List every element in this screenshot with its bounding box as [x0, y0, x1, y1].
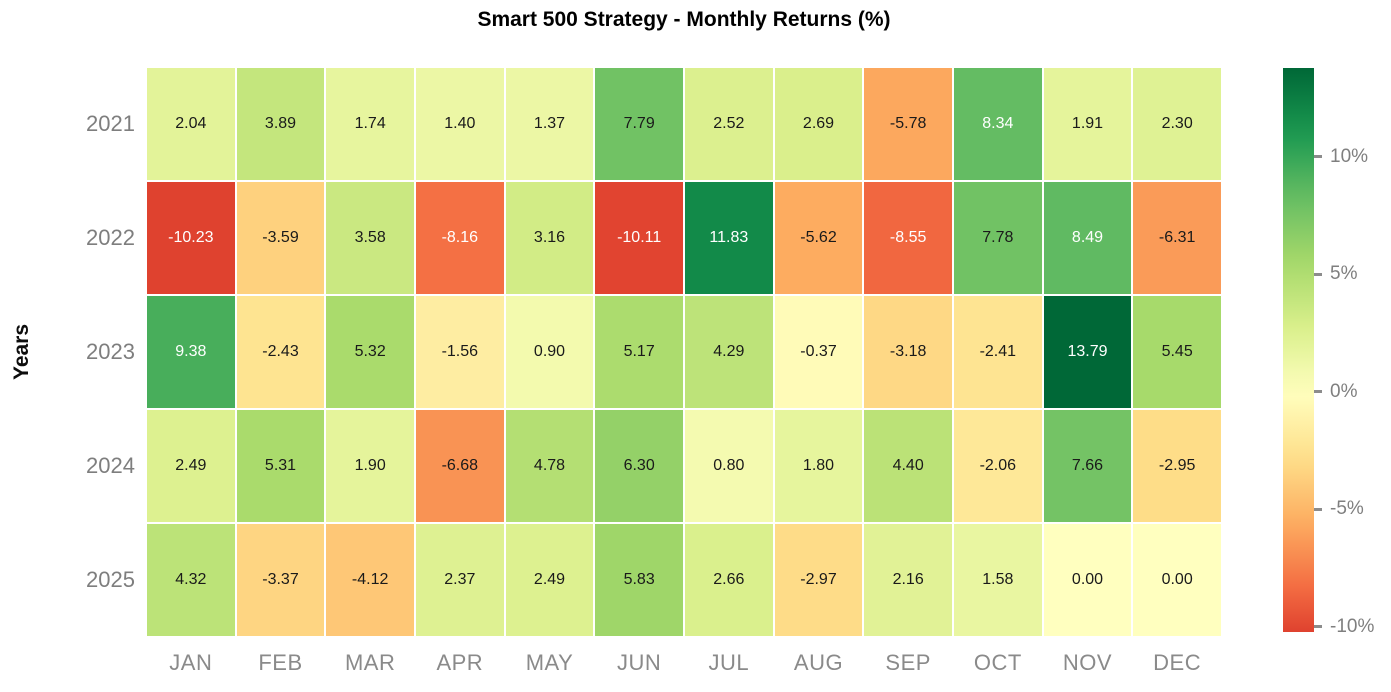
heatmap-cell: 2.49 — [147, 410, 235, 522]
heatmap-cell: 5.83 — [595, 524, 683, 636]
heatmap-cell: 1.90 — [326, 410, 414, 522]
colorbar-gradient — [1283, 68, 1314, 632]
heatmap-cell: -3.59 — [236, 182, 325, 294]
heatmap-cell: -10.23 — [147, 182, 235, 294]
colorbar-tick — [1314, 390, 1322, 394]
heatmap-cell: -2.41 — [953, 296, 1042, 408]
heatmap-cell: 5.17 — [595, 296, 683, 408]
heatmap-cell: 7.79 — [595, 68, 683, 180]
heatmap-cell: -2.06 — [953, 410, 1042, 522]
xtick-label: MAR — [344, 650, 396, 675]
heatmap-cell: 0.00 — [1043, 524, 1132, 636]
colorbar-tick — [1314, 272, 1322, 276]
xtick-label: JAN — [169, 650, 213, 675]
heatmap-cell: 4.78 — [505, 410, 594, 522]
heatmap-cell: 2.69 — [774, 68, 863, 180]
heatmap-cell: 4.40 — [864, 410, 952, 522]
heatmap-cell: -2.95 — [1133, 410, 1221, 522]
heatmap-cell: 9.38 — [147, 296, 235, 408]
ytick-label: 2022 — [86, 225, 135, 250]
xtick-label: NOV — [1062, 650, 1113, 675]
heatmap-cell: 0.80 — [684, 410, 773, 522]
xtick-label: OCT — [973, 650, 1022, 675]
heatmap-cell: 5.31 — [236, 410, 325, 522]
heatmap-cell: -3.18 — [864, 296, 952, 408]
heatmap-cell: 2.37 — [415, 524, 504, 636]
heatmap-cell: 1.58 — [953, 524, 1042, 636]
colorbar-tick-label: -10% — [1330, 615, 1375, 637]
heatmap-cell: -3.37 — [236, 524, 325, 636]
heatmap-cell: 2.52 — [684, 68, 773, 180]
heatmap-cell: 1.40 — [415, 68, 504, 180]
heatmap-cell: 7.66 — [1043, 410, 1132, 522]
ytick-label: 2024 — [86, 453, 135, 478]
heatmap-cell: -6.31 — [1133, 182, 1221, 294]
y-tick-labels: 2021 2022 2023 2024 2025 — [55, 68, 135, 636]
heatmap-cell: -8.16 — [415, 182, 504, 294]
heatmap-cell: 7.78 — [953, 182, 1042, 294]
heatmap-cell: 2.16 — [864, 524, 952, 636]
y-axis-label: Years — [0, 68, 44, 636]
ytick-label: 2025 — [86, 567, 135, 592]
ytick-label: 2023 — [86, 339, 135, 364]
heatmap-cell: 3.89 — [236, 68, 325, 180]
xtick-label: DEC — [1153, 650, 1202, 675]
heatmap-cell: 0.00 — [1133, 524, 1221, 636]
heatmap-cell: 3.16 — [505, 182, 594, 294]
heatmap-cell: -1.56 — [415, 296, 504, 408]
heatmap-cell: -5.78 — [864, 68, 952, 180]
heatmap-cell: 4.32 — [147, 524, 235, 636]
heatmap-cell: 2.66 — [684, 524, 773, 636]
xtick-label: JUL — [708, 650, 750, 675]
heatmap-cell: -8.55 — [864, 182, 952, 294]
heatmap-cell: 1.37 — [505, 68, 594, 180]
colorbar-tick-label: 5% — [1330, 263, 1358, 285]
ytick-label: 2021 — [86, 111, 135, 136]
heatmap-cell: -6.68 — [415, 410, 504, 522]
heatmap-cell: 2.04 — [147, 68, 235, 180]
heatmap-cell: 5.32 — [326, 296, 414, 408]
heatmap-cell: -2.97 — [774, 524, 863, 636]
heatmap-cell: 11.83 — [684, 182, 773, 294]
xtick-label: JUN — [617, 650, 662, 675]
heatmap-cell: 1.80 — [774, 410, 863, 522]
heatmap-cell: 4.29 — [684, 296, 773, 408]
heatmap-cell: 2.49 — [505, 524, 594, 636]
heatmap-cell: 0.90 — [505, 296, 594, 408]
colorbar-tick-label: -5% — [1330, 498, 1364, 520]
colorbar-tick — [1314, 507, 1322, 511]
x-tick-labels: JAN FEB MAR APR MAY JUN JUL AUG SEP OCT NOV DEC — [147, 645, 1221, 681]
heatmap-cell: 2.30 — [1133, 68, 1221, 180]
heatmap-cell: 1.91 — [1043, 68, 1132, 180]
heatmap-grid: 2.04 3.89 1.74 1.40 1.37 7.79 2.52 2.69 -5.78 8.3… — [147, 68, 1221, 636]
heatmap-cell: 8.49 — [1043, 182, 1132, 294]
heatmap-cell: 1.74 — [326, 68, 414, 180]
colorbar-tick — [1314, 625, 1322, 629]
heatmap-cell: -4.12 — [326, 524, 414, 636]
chart-title: Smart 500 Strategy - Monthly Returns (%) — [477, 8, 891, 31]
colorbar-tick-label: 0% — [1330, 380, 1358, 402]
xtick-label: SEP — [885, 650, 931, 675]
heatmap-cell: -5.62 — [774, 182, 863, 294]
heatmap-cell: -2.43 — [236, 296, 325, 408]
heatmap-cell: 13.79 — [1043, 296, 1132, 408]
heatmap-cell: 3.58 — [326, 182, 414, 294]
xtick-label: FEB — [258, 650, 303, 675]
heatmap-cell: 5.45 — [1133, 296, 1221, 408]
heatmap-cell: 6.30 — [595, 410, 683, 522]
xtick-label: AUG — [793, 650, 844, 675]
heatmap-cell: 8.34 — [953, 68, 1042, 180]
xtick-label: MAY — [525, 650, 574, 675]
colorbar-tick — [1314, 155, 1322, 159]
heatmap-cell: -10.11 — [595, 182, 683, 294]
heatmap-cell: -0.37 — [774, 296, 863, 408]
xtick-label: APR — [436, 650, 484, 675]
y-axis-label-text: Years — [10, 323, 33, 381]
colorbar-tick-label: 10% — [1330, 145, 1369, 167]
